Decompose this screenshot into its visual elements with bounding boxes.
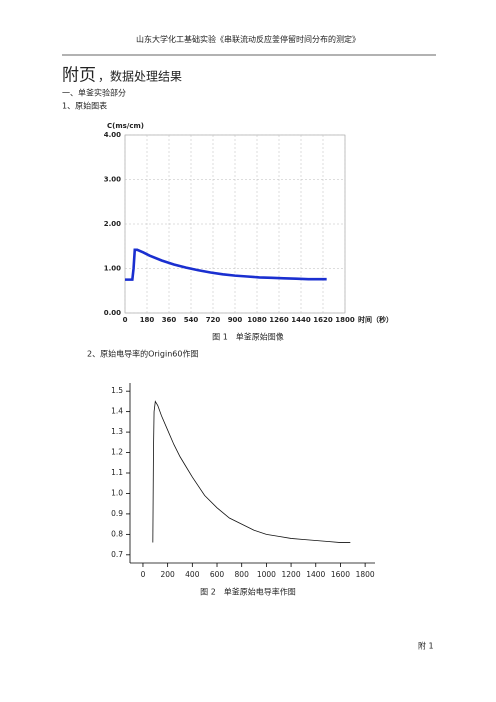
data-line (125, 248, 327, 281)
x-tick-label: 1000 (257, 570, 276, 579)
caption: 图 2 单釜原始电导率作图 (200, 587, 296, 597)
x-tick-label: 600 (210, 570, 225, 579)
y-tick-label: 1.2 (111, 448, 123, 457)
x-tick-label: 1080 (247, 316, 267, 324)
y-tick-label: 2.00 (104, 220, 121, 228)
x-tick-label: 900 (228, 316, 243, 324)
data-line (152, 400, 351, 543)
y-tick-label: 0.00 (104, 309, 121, 317)
y-tick-label: 4.00 (104, 131, 121, 139)
x-tick-label: 1440 (291, 316, 311, 324)
x-tick-label: 1800 (335, 316, 355, 324)
x-tick-label: 180 (140, 316, 155, 324)
item: 2、原始电导率的Origin60作图 (87, 349, 198, 359)
x-tick-label: 1800 (356, 570, 375, 579)
x-tick-label: 360 (162, 316, 177, 324)
title-sub: ，数据处理结果 (98, 69, 182, 84)
x-tick-label: 400 (185, 570, 200, 579)
caption: 图 1 单釜原始图像 (212, 332, 284, 342)
y-tick-label: 1.4 (111, 407, 123, 416)
x-tick-label: 1620 (313, 316, 333, 324)
y-tick-label: 1.1 (111, 468, 123, 477)
x-tick-label: 540 (184, 316, 199, 324)
y-tick-label: 1.00 (104, 265, 121, 273)
x-tick-label: 720 (206, 316, 221, 324)
x-tick-label: 200 (160, 570, 175, 579)
title-main: 附页 (62, 66, 96, 86)
x-tick-label: 1260 (269, 316, 289, 324)
y-tick-label: 0.7 (111, 550, 123, 559)
x-tick-label: 1400 (306, 570, 325, 579)
x-tick-label: 800 (235, 570, 250, 579)
header: 山东大学化工基础实验《串联流动反应釜停留时间分布的测定》 (136, 34, 360, 44)
y-tick-label: 3.00 (104, 176, 121, 184)
footer: 附 1 (418, 641, 434, 651)
item: 1、原始图表 (62, 101, 107, 111)
y-axis-label: C(ms/cm) (107, 122, 144, 130)
y-tick-label: 1.5 (111, 386, 123, 395)
x-axis-label: 时间（秒） (358, 315, 393, 324)
x-tick-label: 1600 (331, 570, 350, 579)
x-tick-label: 0 (141, 570, 146, 579)
x-tick-label: 0 (123, 316, 128, 324)
y-tick-label: 0.8 (111, 529, 123, 538)
y-tick-label: 1.3 (111, 427, 123, 436)
y-tick-label: 0.9 (111, 509, 123, 518)
x-tick-label: 1200 (282, 570, 301, 579)
y-tick-label: 1.0 (111, 488, 123, 497)
section: 一、单釜实验部分 (62, 88, 126, 98)
